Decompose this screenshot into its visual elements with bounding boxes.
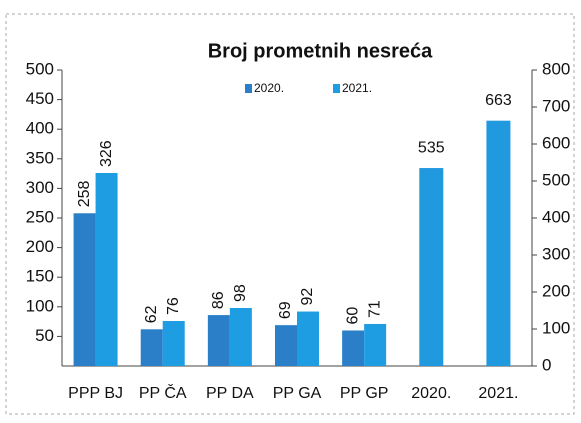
legend-label: 2020. [254,81,284,95]
y-tick-label: 250 [26,207,54,226]
y2-tick-label: 600 [542,133,570,152]
y-tick-label: 150 [26,267,54,286]
x-tick-label: PP DA [206,385,254,402]
legend-label: 2021. [342,81,372,95]
data-label: 71 [366,300,383,318]
bar [207,315,230,366]
data-label: 69 [277,301,294,319]
x-tick-label: PPP BJ [68,385,123,402]
legend-swatch [333,84,340,93]
data-label: 76 [165,297,182,315]
bar [162,321,185,366]
y-tick-label: 400 [26,119,54,138]
bar [95,173,118,366]
x-tick-label: 2020. [411,385,451,402]
y-tick-label: 200 [26,237,54,256]
bar [275,325,297,366]
data-label: 60 [344,307,361,325]
x-tick-label: 2021. [478,385,518,402]
data-label: 86 [210,291,227,309]
y2-tick-label: 800 [542,59,570,78]
legend-swatch [245,84,252,93]
y2-tick-label: 500 [542,170,570,189]
y2-tick-label: 400 [542,207,570,226]
y-tick-label: 50 [35,326,54,345]
y2-tick-label: 0 [542,355,551,374]
x-tick-label: PP GP [340,385,389,402]
chart-title: Broj prometnih nesreća [208,40,433,62]
bar [297,311,319,366]
data-label: 535 [418,139,445,156]
y2-tick-label: 100 [542,318,570,337]
y2-tick-label: 700 [542,96,570,115]
bar [419,168,444,366]
y-tick-label: 300 [26,178,54,197]
data-label: 258 [76,180,93,207]
y2-tick-label: 200 [542,281,570,300]
bar [73,213,96,366]
bar [342,330,365,366]
y2-tick-label: 300 [542,244,570,263]
frame [5,13,575,415]
y-tick-label: 350 [26,148,54,167]
data-label: 92 [299,288,316,306]
bar [140,329,163,366]
data-label: 326 [98,140,115,167]
bar [229,307,252,366]
x-tick-label: PP ČA [139,383,187,402]
x-tick-label: PP GA [273,385,322,402]
data-label: 62 [143,305,160,323]
y-tick-label: 500 [26,59,54,78]
bar [486,120,511,366]
y-tick-label: 100 [26,296,54,315]
data-label: 663 [485,92,512,109]
data-label: 98 [232,284,249,302]
bar [364,323,387,366]
y-tick-label: 450 [26,89,54,108]
